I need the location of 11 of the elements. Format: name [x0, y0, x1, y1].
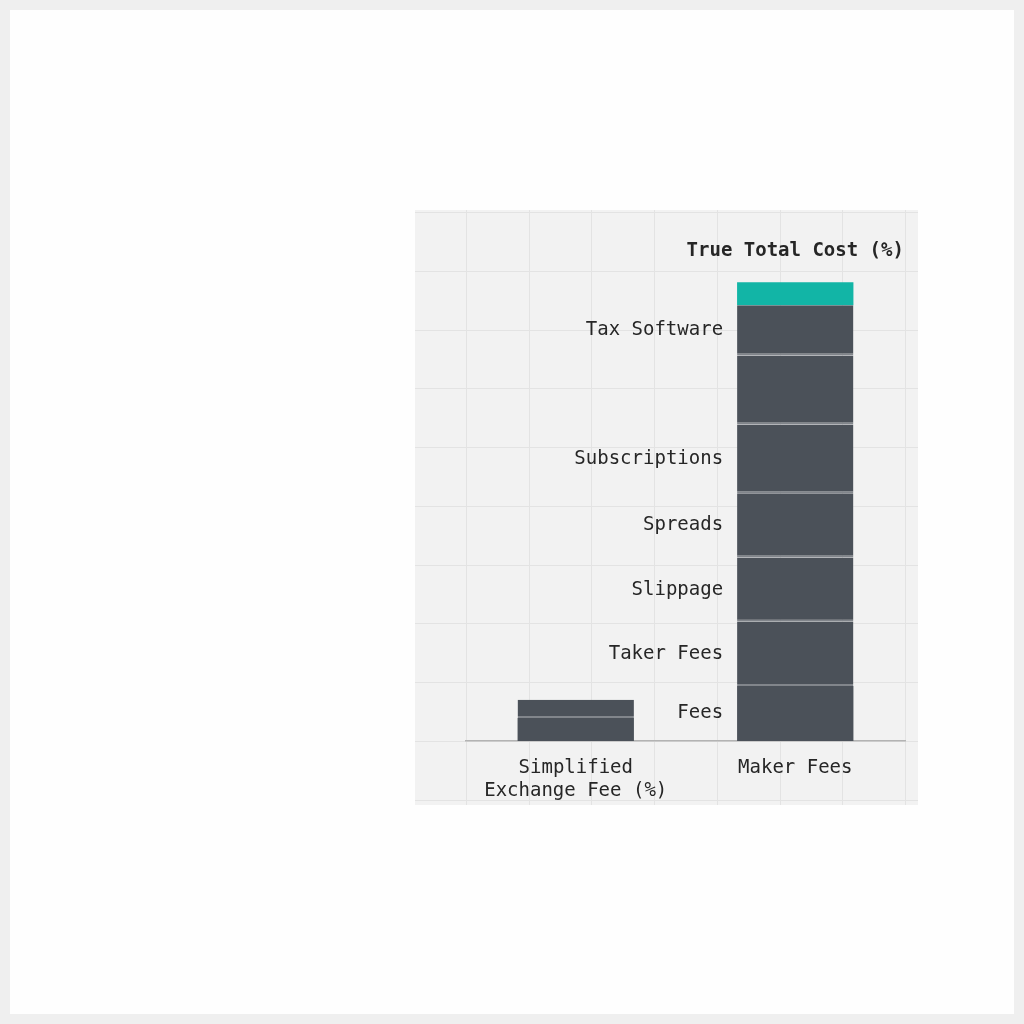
series-label: Tax Software [585, 317, 724, 340]
x-tick-label: Maker Fees [738, 755, 853, 778]
series-label: Subscriptions [574, 445, 724, 468]
series-label: Slippage [631, 576, 724, 599]
series-label: Spreads [643, 512, 724, 535]
series-label: Taker Fees [608, 640, 724, 663]
bar [737, 685, 854, 741]
bar [517, 718, 634, 741]
x-tick-label: Simplified Exchange Fee (%) [484, 755, 668, 801]
series-label: Fees [677, 700, 724, 723]
annotation: True Total Cost (%) [686, 238, 904, 261]
